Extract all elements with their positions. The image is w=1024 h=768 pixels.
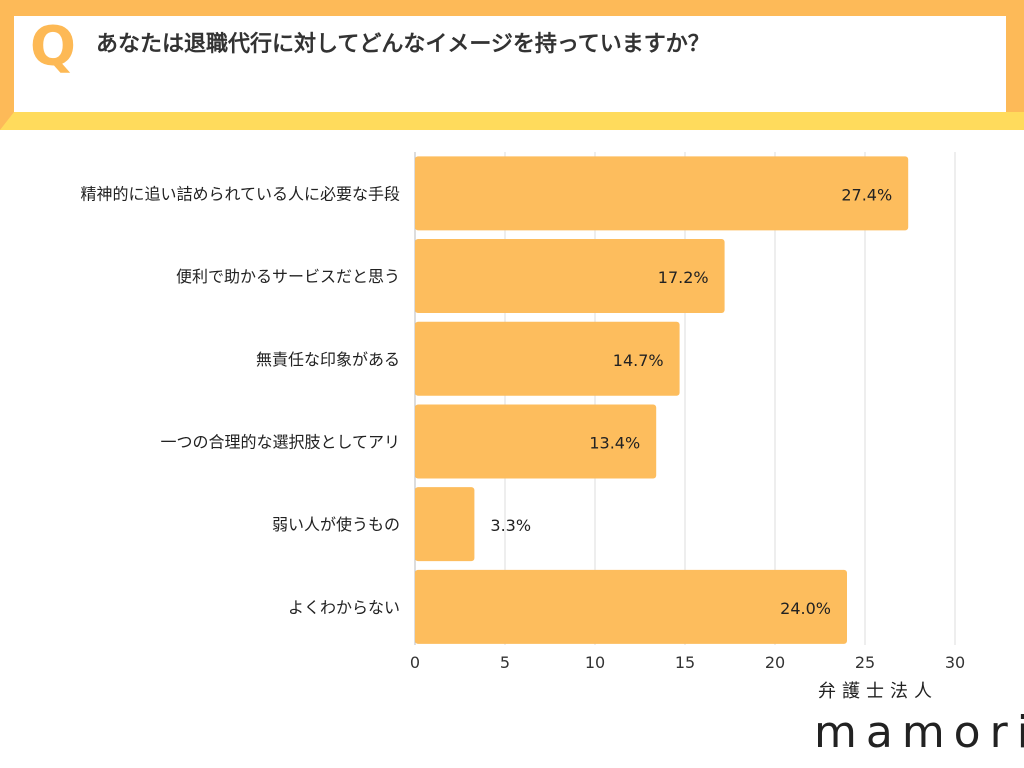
x-tick-label: 15 xyxy=(675,653,695,672)
category-label: 一つの合理的な選択肢としてアリ xyxy=(160,432,400,451)
category-label: 精神的に追い詰められている人に必要な手段 xyxy=(80,184,400,203)
x-tick-label: 10 xyxy=(585,653,605,672)
question-box xyxy=(14,16,1006,112)
data-label: 3.3% xyxy=(490,516,531,535)
question-text: あなたは退職代行に対してどんなイメージを持っていますか？ xyxy=(96,32,710,57)
data-label: 27.4% xyxy=(841,185,892,204)
category-label: 便利で助かるサービスだと思う xyxy=(176,267,400,286)
category-label: 弱い人が使うもの xyxy=(272,515,400,534)
category-label: 無責任な印象がある xyxy=(256,350,400,369)
bar xyxy=(415,487,475,562)
bar xyxy=(415,239,725,314)
logo: mamori xyxy=(814,707,1024,758)
x-tick-label: 5 xyxy=(500,653,510,672)
x-tick-label: 25 xyxy=(855,653,875,672)
bar xyxy=(415,156,909,231)
x-tick-label: 20 xyxy=(765,653,785,672)
data-label: 24.0% xyxy=(780,599,831,618)
bar xyxy=(415,321,680,396)
x-tick-label: 0 xyxy=(410,653,420,672)
category-label: よくわからない xyxy=(288,598,400,617)
x-tick-label: 30 xyxy=(945,653,965,672)
data-label: 14.7% xyxy=(613,351,664,370)
header-frame-bottom xyxy=(0,112,1024,130)
bar xyxy=(415,404,657,479)
logo-subtitle: 弁護士法人 xyxy=(818,681,938,702)
q-mark: Q xyxy=(30,15,76,78)
data-label: 13.4% xyxy=(589,433,640,452)
bar xyxy=(415,569,847,644)
data-label: 17.2% xyxy=(658,268,709,287)
